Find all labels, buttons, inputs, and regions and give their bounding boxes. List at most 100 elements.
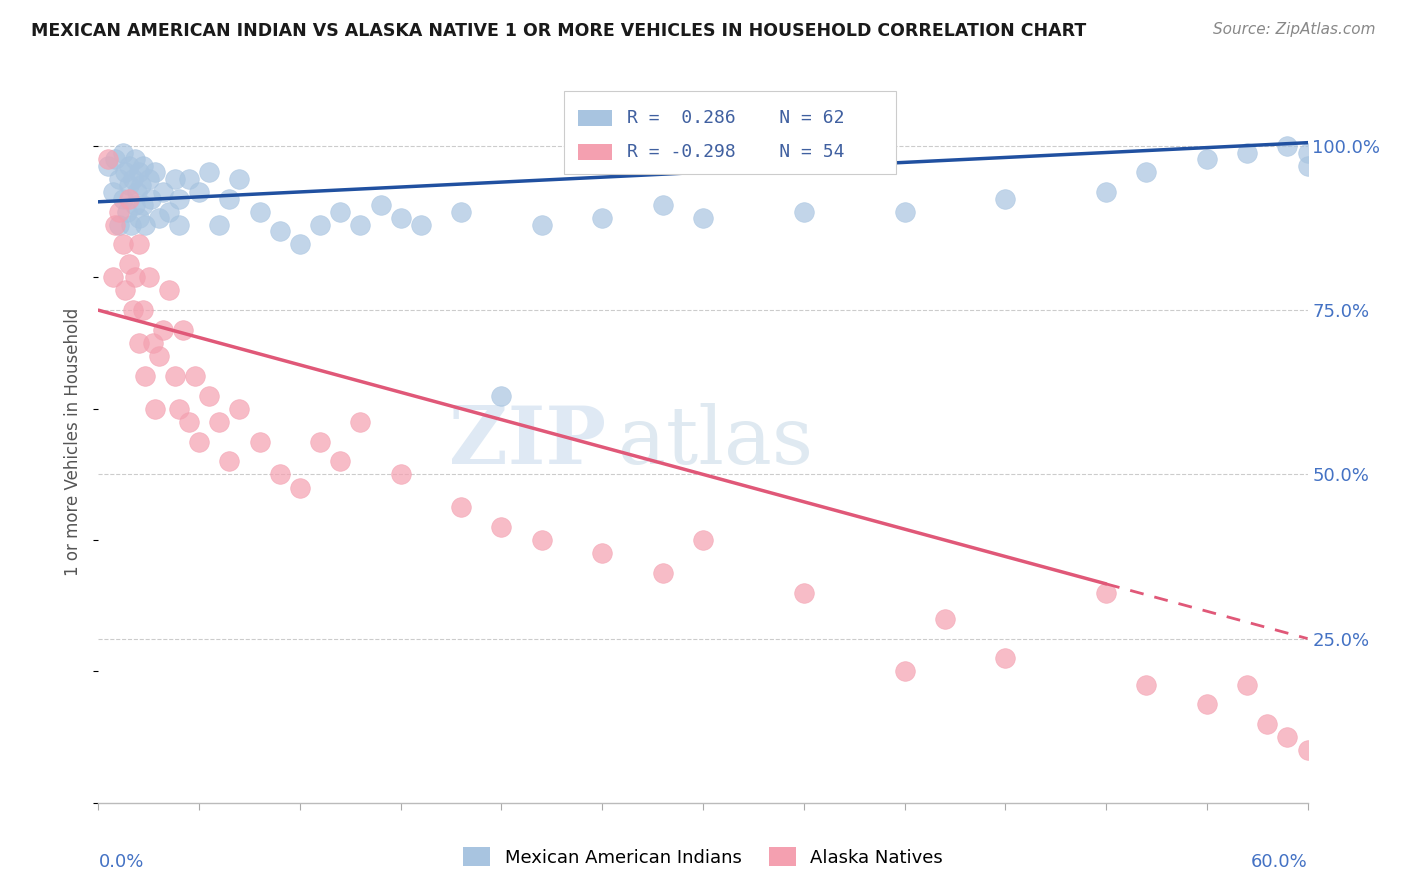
Point: [491, 388, 513, 402]
Point: [124, 152, 146, 166]
Point: [1095, 185, 1118, 199]
Text: 60.0%: 60.0%: [1251, 854, 1308, 871]
Point: [103, 152, 125, 166]
Point: [157, 204, 180, 219]
Point: [1256, 717, 1278, 731]
Text: R = -0.298    N = 54: R = -0.298 N = 54: [627, 143, 845, 161]
Text: ZIP: ZIP: [450, 402, 606, 481]
Point: [97, 152, 120, 166]
Point: [1296, 743, 1319, 757]
Point: [1135, 165, 1157, 179]
Point: [107, 218, 129, 232]
Point: [893, 665, 915, 679]
Point: [128, 211, 150, 226]
Point: [208, 218, 231, 232]
Point: [228, 401, 250, 416]
Point: [651, 198, 673, 212]
Text: 0.0%: 0.0%: [98, 854, 143, 871]
Point: [111, 192, 134, 206]
Point: [329, 204, 352, 219]
Point: [118, 257, 141, 271]
Point: [101, 185, 124, 199]
Text: R =  0.286    N = 62: R = 0.286 N = 62: [627, 109, 845, 127]
Point: [198, 388, 221, 402]
Point: [288, 237, 311, 252]
Point: [111, 145, 134, 160]
Point: [349, 218, 371, 232]
Point: [389, 211, 412, 226]
Point: [132, 159, 155, 173]
Point: [329, 454, 352, 468]
Point: [128, 165, 150, 179]
Point: [530, 218, 553, 232]
Point: [132, 303, 155, 318]
Point: [121, 303, 143, 318]
Text: atlas: atlas: [619, 402, 814, 481]
Point: [1236, 145, 1258, 160]
Point: [491, 520, 513, 534]
Point: [111, 237, 134, 252]
Point: [172, 323, 194, 337]
Point: [218, 454, 240, 468]
Point: [118, 192, 141, 206]
Point: [591, 546, 613, 560]
Point: [167, 192, 190, 206]
Point: [132, 198, 155, 212]
Bar: [578, 110, 613, 126]
Point: [1236, 677, 1258, 691]
Point: [198, 165, 221, 179]
Point: [143, 165, 166, 179]
Point: [530, 533, 553, 547]
Point: [142, 336, 165, 351]
Point: [370, 198, 392, 212]
Point: [163, 368, 186, 383]
Point: [591, 211, 613, 226]
Y-axis label: 1 or more Vehicles in Household: 1 or more Vehicles in Household: [65, 308, 83, 575]
Point: [994, 651, 1017, 665]
Point: [125, 185, 148, 199]
Point: [107, 171, 129, 186]
Point: [179, 171, 201, 186]
Point: [120, 218, 142, 232]
Point: [793, 204, 815, 219]
Point: [138, 270, 160, 285]
Point: [934, 612, 956, 626]
Point: [118, 159, 141, 173]
Point: [228, 171, 250, 186]
Point: [249, 204, 271, 219]
Point: [134, 218, 156, 232]
Point: [143, 401, 166, 416]
Point: [148, 211, 170, 226]
Point: [994, 192, 1017, 206]
Point: [97, 159, 120, 173]
Point: [129, 178, 152, 193]
Point: [1135, 677, 1157, 691]
Bar: [578, 144, 613, 160]
Point: [692, 211, 714, 226]
Text: Source: ZipAtlas.com: Source: ZipAtlas.com: [1212, 22, 1375, 37]
Point: [179, 415, 201, 429]
Point: [1277, 730, 1299, 744]
Point: [1195, 698, 1218, 712]
Point: [651, 566, 673, 580]
Point: [1095, 585, 1118, 599]
Point: [114, 284, 136, 298]
Point: [218, 192, 240, 206]
Point: [692, 533, 714, 547]
Point: [152, 185, 174, 199]
Legend: Mexican American Indians, Alaska Natives: Mexican American Indians, Alaska Natives: [456, 840, 950, 874]
Point: [1277, 139, 1299, 153]
Point: [118, 178, 141, 193]
Point: [128, 336, 150, 351]
Point: [128, 237, 150, 252]
Point: [114, 165, 136, 179]
Point: [184, 368, 207, 383]
Point: [309, 218, 332, 232]
Point: [288, 481, 311, 495]
Point: [124, 270, 146, 285]
Point: [101, 270, 124, 285]
Point: [793, 585, 815, 599]
Point: [1296, 159, 1319, 173]
Point: [269, 467, 291, 482]
Point: [249, 434, 271, 449]
